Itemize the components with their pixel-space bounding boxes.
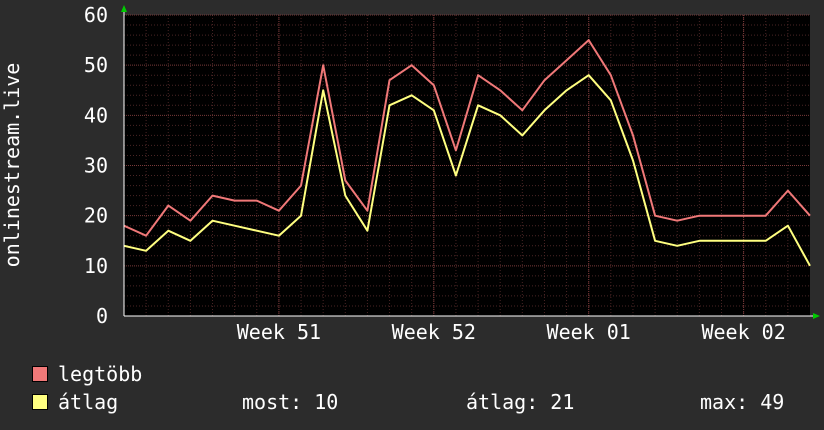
x-tick-label: Week 52	[392, 320, 476, 344]
legend-item-avg: átlag most: 10 átlag: 21 max: 49	[30, 390, 810, 414]
grid	[124, 14, 810, 316]
y-tick-label: 60	[84, 3, 108, 27]
series-layer	[123, 39, 811, 267]
y-tick-label: 20	[84, 204, 108, 228]
y-axis-arrow	[121, 5, 127, 12]
y-tick-label: 40	[84, 103, 108, 127]
y-tick-label: 0	[96, 304, 108, 328]
legend-label-max: legtöbb	[58, 362, 143, 386]
stat-now-label: most:	[242, 390, 303, 414]
y-tick-label: 50	[84, 53, 108, 77]
axes	[121, 5, 820, 319]
x-tick-label: Week 02	[701, 320, 785, 344]
y-tick-label: 10	[84, 254, 108, 278]
y-axis-label: onlinestream.live	[0, 63, 24, 268]
stat-avg: átlag: 21	[466, 390, 574, 414]
legend-label-avg: átlag	[58, 390, 119, 414]
stat-avg-value: 21	[550, 390, 575, 414]
stat-now-value: 10	[314, 390, 339, 414]
stat-now: most: 10	[242, 390, 338, 414]
y-tick-label: 30	[84, 154, 108, 178]
legend-swatch-avg	[32, 394, 48, 410]
x-tick-label: Week 01	[547, 320, 631, 344]
stat-max-value: 49	[760, 390, 785, 414]
tick-labels: 0 10 20 30 40 50 60 Week 51 Week 52 Week 01 Week 0…	[84, 3, 786, 344]
stat-avg-label: átlag:	[466, 390, 539, 414]
x-axis-arrow	[813, 313, 820, 319]
series-line-max	[123, 39, 811, 237]
stat-max: max: 49	[700, 390, 784, 414]
stat-max-label: max:	[700, 390, 749, 414]
series-line-avg	[123, 74, 811, 267]
x-tick-label: Week 51	[237, 320, 321, 344]
legend-swatch-max	[32, 366, 48, 382]
